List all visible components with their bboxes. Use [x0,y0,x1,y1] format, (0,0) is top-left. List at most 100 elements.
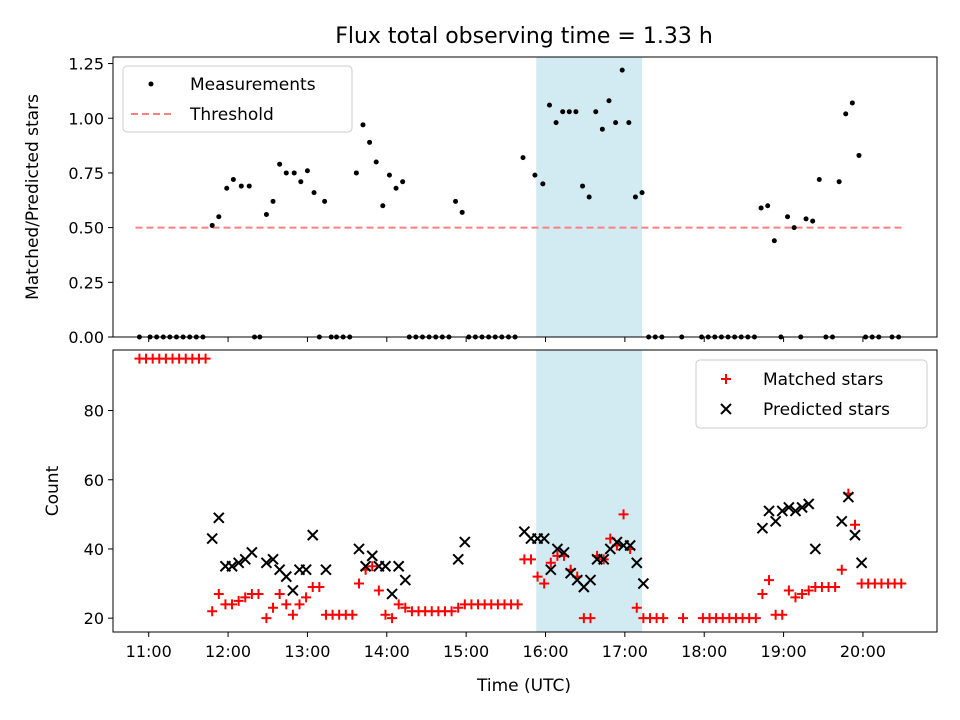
matched-point [354,578,365,589]
matched-point [207,606,218,617]
matched-point [849,519,860,530]
matched-point [678,613,689,624]
predicted-point [300,564,312,576]
predicted-point [386,588,398,600]
y-tick-label: 40 [84,540,104,559]
legend-marker-measurements [148,81,154,87]
x-tick-label: 20:00 [840,642,886,661]
matched-point [790,592,801,603]
predicted-point [366,550,378,562]
measurement-point [593,109,599,115]
bottom-panel: 20 40 60 80 11:00 12:00 13:00 14:00 15:00 16:00 17… [43,349,938,661]
matched-point [314,582,325,593]
predicted-point [558,546,570,559]
matched-point [274,588,285,599]
predicted-point [206,532,218,545]
predicted-point [459,536,471,548]
matched-point [532,571,543,582]
matched-point [453,602,464,613]
measurement-point [532,172,538,178]
x-tick-label: 15:00 [443,642,489,661]
predicted-point [796,501,808,514]
measurement-point [639,190,645,196]
predicted-point [545,564,557,576]
y-tick-label: 0.50 [68,219,104,238]
measurement-point [230,177,236,182]
measurement-point [553,120,559,126]
predicted-point [320,564,332,576]
series-predicted-stars [206,491,868,600]
predicted-point [802,498,815,510]
matched-point [803,585,814,596]
matched-point [200,353,211,364]
measurement-point [626,120,632,126]
predicted-point [287,584,299,597]
measurement-point [224,185,230,191]
matched-point [764,575,775,586]
measurement-point [459,209,465,215]
matched-point [658,613,669,624]
matched-point [830,582,841,593]
legend-box [122,65,353,133]
measurement-point [400,179,406,185]
matched-point [836,564,847,575]
matched-point [301,592,312,603]
predicted-point [769,515,782,527]
y-tick-label: 1.25 [68,55,104,74]
measurement-point [560,109,566,115]
legend-label: Threshold [189,105,274,125]
predicted-point [584,574,597,586]
measurement-point [856,152,862,158]
y-tick-label: 20 [84,609,104,628]
matched-point [400,602,411,613]
matched-point [294,599,305,610]
x-tick-label: 13:00 [284,642,330,661]
matched-point [512,599,523,610]
predicted-point [551,543,564,555]
measurement-point [238,183,244,189]
matched-point [367,561,378,572]
matched-point [783,585,794,596]
y-axis-label: Matched/Predicted stars [23,94,43,300]
measurement-point [322,198,328,204]
predicted-point [842,491,855,503]
legend-label: Matched stars [763,370,883,390]
predicted-point [452,553,464,566]
matched-point [797,588,808,599]
legend-label: Measurements [190,75,316,95]
predicted-point [631,557,643,569]
measurement-point [599,126,605,132]
predicted-point [232,557,245,569]
measurement-point [843,111,849,117]
predicted-point [783,501,795,514]
measurement-point [791,225,797,231]
predicted-point [353,543,365,555]
predicted-point [538,532,550,545]
x-tick-label: 12:00 [205,642,251,661]
predicted-point [776,505,788,517]
y-axis-label: Count [43,465,63,516]
x-tick-label: 18:00 [681,642,727,661]
predicted-point [392,560,405,572]
measurement-point [803,216,809,222]
measurement-point [540,181,546,187]
matched-point [287,609,298,620]
matched-point [213,588,224,599]
predicted-point [226,560,238,572]
predicted-point [637,577,650,590]
matched-point [539,578,550,589]
measurement-point [298,179,304,185]
predicted-point [809,543,822,555]
legend-box [695,359,928,429]
matched-point [618,509,629,520]
matched-point [777,609,788,620]
measurement-point [849,100,855,106]
predicted-point [789,505,802,517]
measurement-point [311,190,317,196]
measurement-point [353,170,359,176]
predicted-point [359,560,372,572]
measurement-point [606,98,612,104]
measurement-point [566,109,572,115]
predicted-point [597,553,610,566]
top-panel: 0.00 0.25 0.50 0.75 1.00 1.25 Matched/Predicte… [23,55,938,347]
